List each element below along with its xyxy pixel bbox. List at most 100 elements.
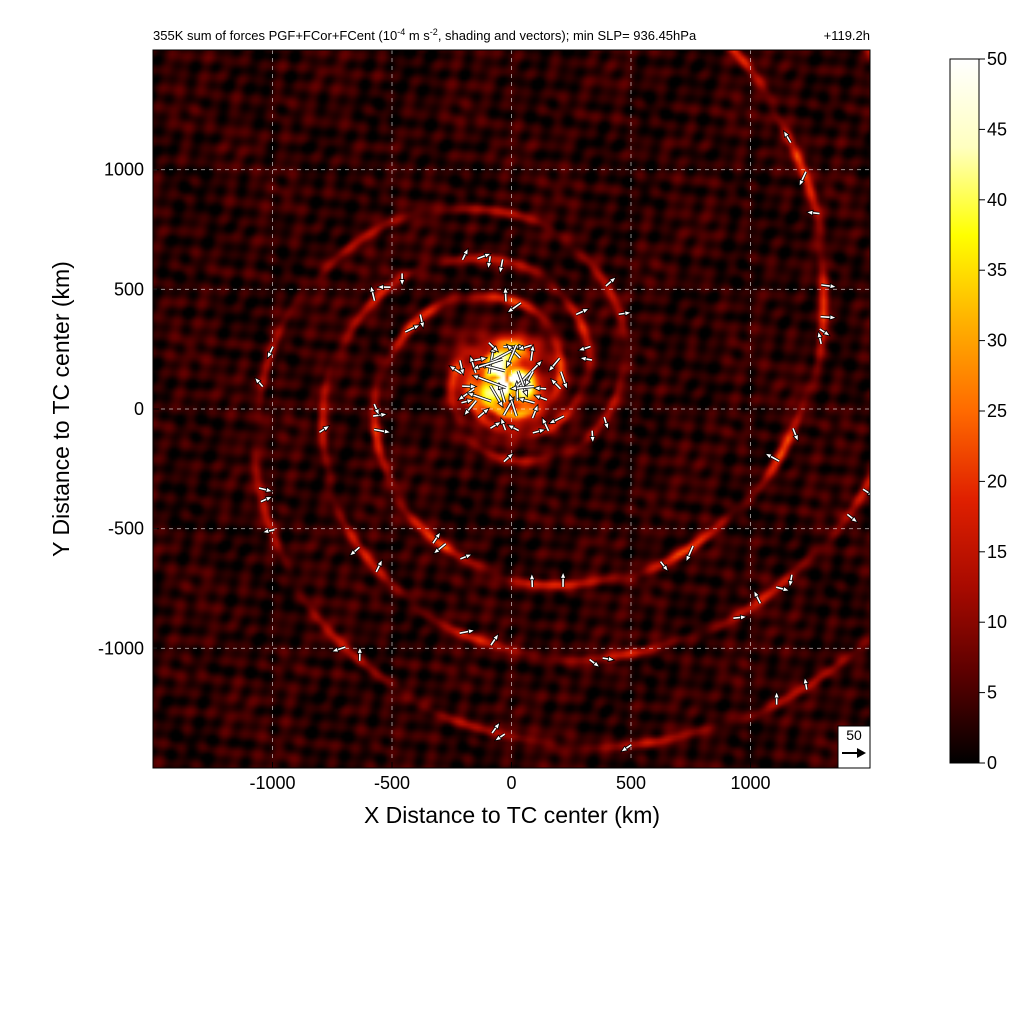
vector-arrow-head [802,676,809,685]
vector-arrow-head [348,549,357,557]
heatmap-image [153,50,870,768]
vector-arrow-shaft [474,358,503,370]
vector-arrow-head [798,178,805,188]
vector-arrow-head [829,314,838,321]
vector-arrow-head [509,385,518,392]
colorbar-tick-label: 50 [987,49,1007,69]
vector-arrow-head [592,660,601,668]
vector-arrow-head [753,589,760,599]
vector-arrow-head [457,393,466,402]
x-tick-label: -1000 [249,773,295,793]
vector-arrow-shaft [862,488,870,495]
vector-arrow-head [463,408,471,417]
vector-arrow-head [783,129,790,139]
y-tick-label: -1000 [98,638,144,658]
colorbar-tick-label: 25 [987,401,1007,421]
reference-box-frame [837,725,871,769]
vector-arrow-head [578,355,587,363]
vector-arrow-head [528,572,536,581]
vector-arrow-head [500,416,507,426]
vector-arrow-head [465,398,475,405]
vector-arrow-head [493,721,501,730]
vector-arrow-head [685,554,692,563]
reference-vector-label: 50 [846,727,862,743]
vector-arrow-head [529,343,536,352]
vector-arrow-head [432,547,441,555]
y-axis-label: Y Distance to TC center (km) [48,261,74,557]
vector-arrow-head [448,365,457,372]
vector-arrow-head [764,452,773,460]
colorbar-tick-label: 15 [987,542,1007,562]
vector-arrow-head [608,276,617,284]
colorbar-bar [949,58,980,764]
vector-arrow-head [829,282,838,290]
vector-arrow-head [254,376,262,385]
vector-arrow-head [547,364,556,373]
vector-arrow-head [467,628,476,635]
vector-arrow-head [458,367,465,377]
vector-arrow-shaft [473,375,507,389]
vector-arrow-head [547,417,557,425]
vector-arrow-head [607,655,616,663]
vector-arrow-head [369,284,376,293]
colorbar-tick-label: 5 [987,683,997,703]
vector-arrow-head [398,279,406,287]
y-tick-label: -500 [108,519,144,539]
colorbar-tick-label: 10 [987,612,1007,632]
force-vectors [254,129,870,753]
vector-arrow-head [383,428,392,435]
colorbar-tick-label: 40 [987,190,1007,210]
x-tick-label: 0 [506,773,516,793]
vector-arrow-head [373,407,380,417]
vector-arrow-head [589,435,596,444]
colorbar-ticks: 0 5 10 15 20 25 30 35 40 45 50 [979,49,1007,773]
vector-arrow-head [739,614,748,621]
vector-arrow-head [418,321,426,330]
vector-arrow-head [535,359,544,368]
vector-arrow-head [619,745,629,753]
vector-arrow-head [538,428,547,435]
x-tick-label: 500 [616,773,646,793]
vector-arrow-head [376,558,383,568]
vector-arrow-head [471,374,480,381]
vector-arrow-head [508,393,515,402]
colorbar-tick-label: 0 [987,753,997,773]
vector-arrow-head [493,734,503,742]
colorbar-tick-label: 35 [987,260,1007,280]
vector-arrow-head [506,306,515,314]
vector-arrow-head [603,422,610,431]
vector-arrow-head [792,433,799,443]
x-axis-ticks: -1000 -500 0 500 1000 [249,762,771,793]
plot-area [152,49,871,769]
y-tick-label: 1000 [104,160,144,180]
vector-arrow-head [516,344,526,351]
vector-arrow-head [532,403,539,413]
colorbar-tick-label: 45 [987,119,1007,139]
vector-arrow-head [493,421,503,428]
colorbar-tick-label: 30 [987,331,1007,351]
vector-arrow-head [322,425,331,432]
time-label: +119.2h [824,28,870,43]
vector-arrow-head [524,378,531,388]
vector-arrow-head [492,632,500,642]
vector-arrow-head [549,377,558,386]
y-tick-label: 0 [134,399,144,419]
vector-arrow-head [264,496,274,503]
vector-arrow-head [482,407,491,415]
vector-arrow-head [483,252,492,259]
vector-arrow-head [471,363,480,370]
vector-arrow-head [330,646,340,653]
vector-arrow-head [466,392,475,399]
vector-arrow-head [498,266,505,275]
vector-arrow-head [516,396,526,404]
vector-arrow-head [376,283,384,291]
x-tick-label: -500 [374,773,410,793]
vector-arrow-head [532,385,541,392]
vector-arrow-head [356,645,364,654]
vector-arrow-head [577,345,586,352]
vector-arrow-head [822,329,831,337]
vector-arrow-head [782,585,791,593]
vector-arrow-head [805,209,814,216]
vector-arrow-head [559,570,567,579]
